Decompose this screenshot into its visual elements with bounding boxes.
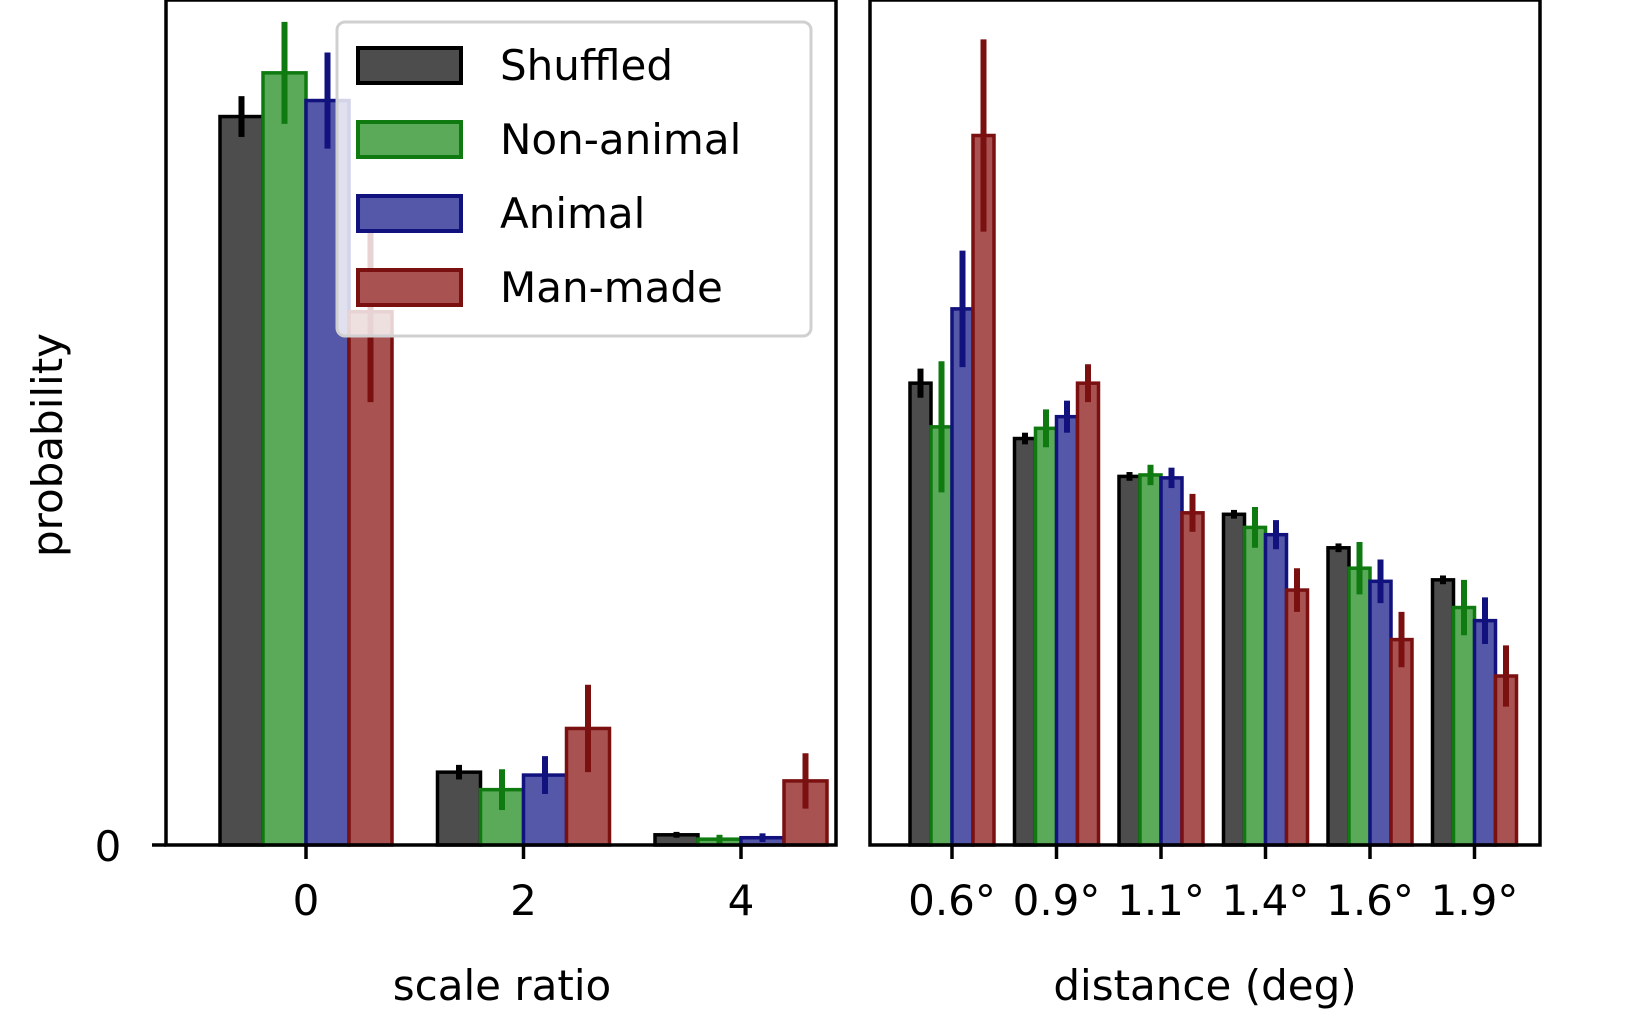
x-axis-label: distance (deg): [1053, 961, 1356, 1010]
legend: Shuffled Non-animal Animal Man-made: [335, 20, 813, 338]
x-tick-label: 2: [510, 876, 537, 925]
bar-non-animal-1-6: [1347, 566, 1372, 847]
bar-animal-0-9: [1054, 414, 1080, 847]
x-tick-label: 1.4°: [1222, 876, 1310, 925]
bar-man-made-1-1: [1180, 511, 1205, 847]
bar-non-animal-1-4: [1242, 525, 1268, 847]
legend-label-animal: Animal: [500, 189, 645, 238]
bar-shuffled-0: [218, 114, 265, 847]
panel-frame: [868, 0, 1542, 847]
x-tick-label: 4: [728, 876, 755, 925]
bar-shuffled-0-9: [1012, 436, 1038, 847]
x-tick-label: 1.9°: [1431, 876, 1519, 925]
x-tick-label: 0.6°: [908, 876, 996, 925]
legend-swatch-shuffled: [356, 46, 463, 85]
bar-shuffled-1-4: [1221, 512, 1247, 847]
legend-swatch-man-made: [356, 268, 463, 307]
x-axis-label: scale ratio: [393, 961, 611, 1010]
bar-shuffled-2: [435, 770, 483, 847]
legend-label-man-made: Man-made: [500, 263, 723, 312]
right-panel: 0.6° 0.9° 1.1° 1.4° 1.6° 1.9° distance (deg): [868, 0, 1542, 1010]
x-tick-label: 0.9°: [1013, 876, 1101, 925]
bar-animal-1-6: [1368, 579, 1393, 847]
bar-non-animal-0-9: [1033, 426, 1059, 847]
y-axis-label: probability: [23, 333, 72, 557]
x-tick-label: 0: [293, 876, 320, 925]
bar-shuffled-1-1: [1117, 474, 1142, 847]
x-tick-label: 1.6°: [1326, 876, 1414, 925]
legend-label-non-animal: Non-animal: [500, 115, 741, 164]
panel-frame: [164, 0, 838, 847]
bar-man-made-0-6: [971, 133, 996, 847]
legend-swatch-non-animal: [356, 120, 463, 159]
bar-shuffled-1-6: [1326, 546, 1351, 847]
bar-animal-1-1: [1159, 476, 1184, 847]
legend-swatch-animal: [356, 194, 463, 233]
bar-non-animal-0: [261, 71, 308, 847]
bar-non-animal-1-9: [1451, 605, 1477, 847]
x-tick-label: 1.1°: [1117, 876, 1205, 925]
bar-shuffled-0-6: [908, 381, 933, 847]
bar-man-made-0-9: [1075, 381, 1101, 847]
bar-shuffled-1-9: [1430, 578, 1456, 847]
bar-animal-0-6: [950, 307, 975, 847]
y-axis-zero-tick-label: 0: [95, 822, 122, 871]
bar-animal-1-9: [1472, 618, 1498, 847]
legend-box: [335, 20, 813, 338]
bar-man-made-1-6: [1389, 637, 1414, 847]
bar-man-made-1-4: [1284, 588, 1310, 847]
legend-label-shuffled: Shuffled: [500, 41, 673, 90]
bar-animal-1-4: [1263, 532, 1289, 847]
bar-non-animal-1-1: [1138, 473, 1163, 847]
